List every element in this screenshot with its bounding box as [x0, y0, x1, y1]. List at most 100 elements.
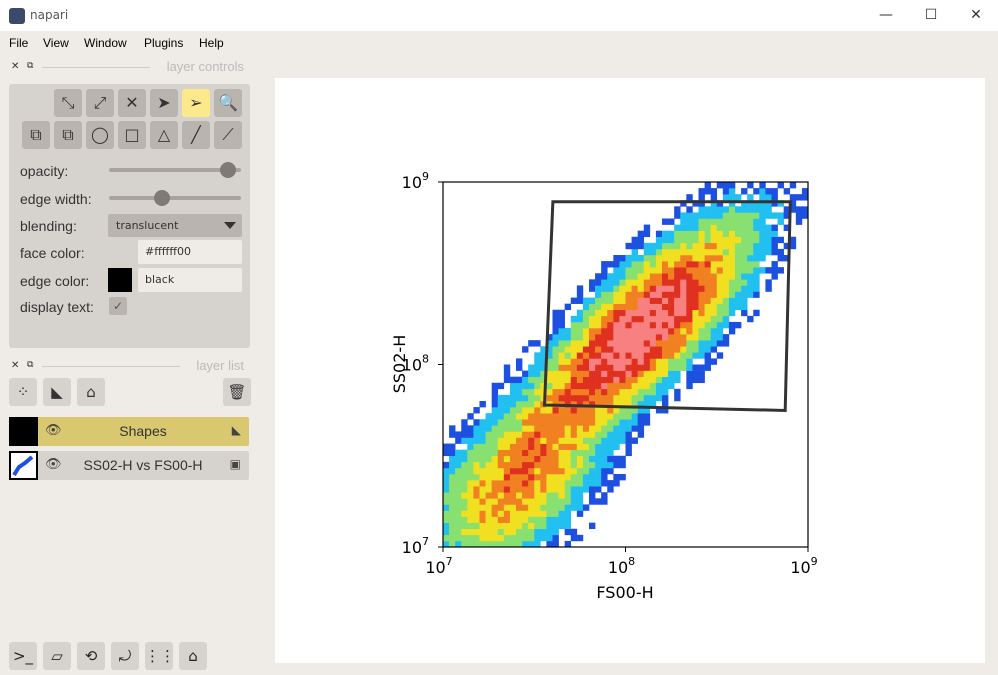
density-bin: [668, 297, 675, 304]
minimize-icon[interactable]: —: [879, 7, 893, 23]
edge-width-slider-handle[interactable]: [153, 190, 170, 206]
menu-help[interactable]: Help: [199, 36, 224, 50]
density-bin: [613, 370, 620, 377]
layer-item-image[interactable]: 👁 SS02-H vs FS00-H ▣: [9, 451, 249, 480]
grid-icon[interactable]: ⋮⋮⋮: [145, 642, 190, 670]
viewer-canvas[interactable]: 107 108 109 107 108 109 FS00-H SS02-H: [275, 78, 985, 663]
density-bin: [625, 407, 632, 414]
visibility-eye-icon[interactable]: 👁: [45, 457, 62, 472]
float-dock-icon[interactable]: ⧉: [27, 61, 34, 71]
density-bin: [704, 267, 711, 274]
new-shapes-layer-icon[interactable]: ◣: [43, 378, 71, 406]
face-color-field[interactable]: #ffffff00: [138, 240, 242, 264]
density-bin: [692, 364, 699, 371]
density-bin: [528, 516, 535, 523]
delete-layer-icon[interactable]: 🗑: [223, 378, 251, 406]
density-bin: [461, 455, 468, 463]
density-bin: [716, 267, 724, 274]
zoom-pan-icon[interactable]: 🔍: [214, 89, 242, 117]
blending-select[interactable]: translucent: [108, 214, 242, 237]
density-bin: [516, 486, 523, 493]
density-bin: [680, 230, 687, 238]
density-bin: [716, 224, 724, 231]
menu-view[interactable]: View: [43, 36, 69, 50]
density-bin: [449, 474, 456, 481]
close-dock-icon[interactable]: ✕: [11, 61, 20, 72]
menu-file[interactable]: File: [9, 36, 29, 50]
new-labels-layer-icon[interactable]: ⌂: [77, 378, 105, 406]
density-bin: [741, 224, 748, 231]
density-bin: [704, 212, 711, 219]
maximize-icon[interactable]: ☐: [924, 7, 938, 23]
density-bin: [613, 321, 620, 329]
edge-color-swatch[interactable]: [108, 268, 132, 292]
opacity-slider-handle[interactable]: [219, 162, 236, 178]
line-tool-icon[interactable]: ╱: [182, 121, 210, 149]
density-bin: [759, 182, 766, 189]
add-vertex-tool-icon[interactable]: ⤢: [86, 89, 114, 117]
polygon-tool-icon[interactable]: △: [150, 121, 178, 149]
density-bin: [546, 534, 553, 542]
density-bin: [449, 522, 456, 530]
density-bin: [601, 340, 608, 347]
density-bin: [692, 334, 699, 341]
edge-width-slider[interactable]: [109, 196, 241, 200]
console-icon[interactable]: >_: [9, 642, 37, 670]
density-bin: [710, 279, 718, 286]
x-tick-label: 108: [608, 555, 635, 577]
remove-vertex-tool-icon[interactable]: ⤡: [54, 89, 82, 117]
close-window-icon[interactable]: ✕: [970, 7, 982, 23]
ndisplay-icon[interactable]: ▱: [43, 642, 71, 670]
visibility-eye-icon[interactable]: 👁: [45, 423, 62, 438]
move-back-icon[interactable]: ⧉: [54, 121, 82, 149]
density-bin: [589, 498, 596, 505]
ellipse-tool-icon[interactable]: ◯: [86, 121, 114, 149]
close-dock-icon[interactable]: ✕: [11, 360, 20, 371]
gate-polygon[interactable]: [542, 200, 792, 412]
density-bin: [710, 291, 718, 298]
select-shape-icon[interactable]: ➤: [150, 89, 178, 117]
rectangle-tool-icon[interactable]: □: [118, 121, 146, 149]
density-bin: [595, 291, 602, 298]
density-bin: [467, 474, 474, 481]
path-tool-icon[interactable]: ⟋: [214, 121, 242, 149]
density-bin: [698, 194, 705, 201]
density-bin: [607, 321, 614, 329]
move-front-icon[interactable]: ⧉: [22, 121, 50, 149]
roll-icon[interactable]: ⟲: [77, 642, 105, 670]
delete-shape-icon[interactable]: ✕: [118, 89, 146, 117]
density-bin: [546, 437, 553, 444]
float-dock-icon[interactable]: ⧉: [27, 360, 34, 370]
direct-select-icon[interactable]: ➢: [182, 89, 210, 117]
density-bin: [643, 376, 651, 384]
density-bin: [753, 242, 760, 250]
density-bin: [570, 413, 578, 420]
home-icon[interactable]: ⌂: [179, 642, 207, 670]
layer-item-shapes[interactable]: 👁 Shapes ◣: [9, 417, 249, 446]
density-bin: [540, 376, 547, 384]
density-bin: [534, 376, 541, 384]
density-bin: [528, 364, 535, 371]
density-bin: [589, 370, 596, 377]
new-points-layer-icon[interactable]: ⁘: [9, 378, 37, 406]
density-bin: [771, 230, 778, 238]
density-bin: [655, 303, 663, 311]
menu-plugins[interactable]: Plugins: [144, 36, 184, 50]
density-bin: [655, 328, 663, 335]
menu-window[interactable]: Window: [84, 36, 127, 50]
layer-name[interactable]: Shapes: [119, 423, 167, 439]
opacity-slider[interactable]: [109, 168, 241, 172]
density-bin: [516, 358, 523, 365]
transpose-icon[interactable]: ⤾: [111, 642, 139, 670]
density-bin: [722, 230, 730, 238]
edge-color-field[interactable]: black: [138, 268, 242, 292]
density-bin: [516, 492, 523, 499]
density-bin: [728, 303, 736, 311]
density-bin: [728, 182, 736, 189]
display-text-checkbox[interactable]: ✓: [109, 297, 127, 315]
density-bin: [735, 212, 742, 219]
density-bin: [692, 279, 699, 286]
layer-name[interactable]: SS02-H vs FS00-H: [83, 457, 203, 473]
density-bin: [692, 255, 699, 262]
density-bin: [595, 376, 602, 384]
